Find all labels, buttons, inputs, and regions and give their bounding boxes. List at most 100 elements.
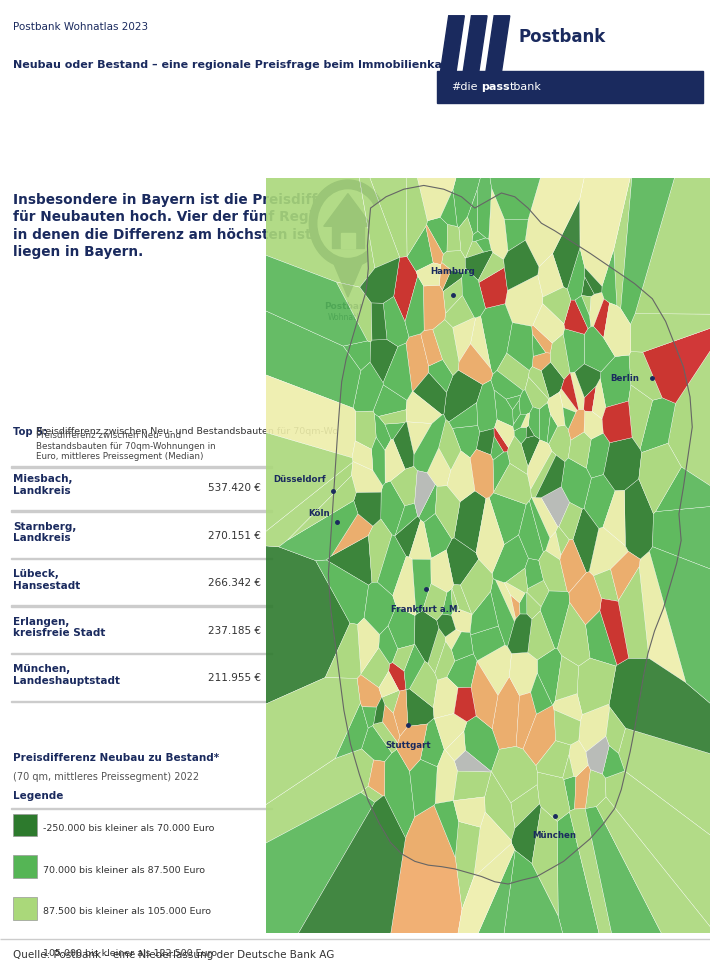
Polygon shape (563, 407, 576, 430)
Polygon shape (555, 656, 579, 701)
Polygon shape (326, 536, 372, 585)
Text: Hamburg: Hamburg (430, 267, 475, 276)
Polygon shape (273, 0, 407, 258)
Polygon shape (279, 501, 358, 561)
Polygon shape (394, 257, 417, 322)
Polygon shape (505, 275, 543, 327)
Text: Wo Bestandsimmobilien die größten
Preisvorteile bieten: Wo Bestandsimmobilien die größten Preisv… (13, 118, 426, 159)
Polygon shape (488, 189, 508, 260)
Polygon shape (621, 0, 710, 325)
Polygon shape (511, 804, 541, 863)
Polygon shape (435, 642, 454, 680)
Polygon shape (513, 400, 520, 425)
Polygon shape (625, 479, 653, 559)
Polygon shape (332, 514, 373, 556)
Polygon shape (447, 451, 475, 502)
Text: Wohnatlas: Wohnatlas (328, 313, 368, 323)
Text: 237.185 €: 237.185 € (208, 626, 261, 636)
Polygon shape (557, 603, 590, 666)
Polygon shape (393, 556, 416, 615)
Polygon shape (447, 538, 479, 585)
Polygon shape (391, 467, 417, 505)
Polygon shape (474, 812, 512, 878)
Polygon shape (382, 690, 400, 713)
Polygon shape (509, 652, 537, 696)
Polygon shape (602, 746, 625, 778)
Polygon shape (452, 632, 474, 661)
Polygon shape (471, 626, 505, 661)
Polygon shape (378, 410, 406, 424)
Polygon shape (455, 821, 480, 910)
Polygon shape (427, 218, 447, 255)
Polygon shape (486, 16, 510, 74)
Polygon shape (445, 844, 515, 972)
Polygon shape (435, 749, 457, 804)
Polygon shape (102, 200, 367, 346)
Polygon shape (491, 746, 537, 803)
Polygon shape (385, 423, 405, 439)
Polygon shape (434, 801, 459, 857)
Polygon shape (533, 303, 564, 343)
Polygon shape (604, 437, 642, 491)
Polygon shape (568, 433, 591, 469)
Polygon shape (447, 225, 461, 251)
Polygon shape (508, 614, 532, 653)
Polygon shape (520, 593, 527, 614)
Polygon shape (467, 190, 478, 234)
Text: Postbank: Postbank (324, 302, 371, 311)
Polygon shape (639, 551, 686, 682)
Text: Legende: Legende (13, 791, 64, 801)
Polygon shape (505, 220, 528, 251)
Polygon shape (454, 750, 491, 772)
Polygon shape (406, 392, 442, 424)
Text: 105.000 bis kleiner als 122.500 Euro: 105.000 bis kleiner als 122.500 Euro (43, 949, 217, 958)
Circle shape (318, 191, 378, 257)
Polygon shape (563, 329, 584, 372)
Polygon shape (527, 592, 541, 619)
Polygon shape (442, 251, 466, 273)
Text: Lübeck,
Hansestadt: Lübeck, Hansestadt (13, 569, 81, 591)
Polygon shape (549, 426, 571, 462)
Polygon shape (316, 560, 368, 624)
Polygon shape (452, 584, 471, 614)
Bar (11, 653, 272, 654)
Polygon shape (465, 250, 493, 280)
Polygon shape (410, 759, 437, 816)
Polygon shape (552, 199, 580, 289)
Polygon shape (454, 687, 476, 722)
Polygon shape (371, 303, 387, 340)
Polygon shape (217, 796, 405, 972)
Polygon shape (458, 344, 493, 385)
Polygon shape (443, 278, 462, 313)
Polygon shape (491, 436, 503, 460)
Polygon shape (506, 569, 528, 593)
Polygon shape (532, 807, 558, 916)
Polygon shape (373, 697, 385, 724)
Text: 270.151 €: 270.151 € (208, 531, 261, 540)
Bar (11, 510, 272, 511)
Polygon shape (510, 784, 540, 828)
Text: tbank: tbank (510, 82, 542, 92)
Polygon shape (0, 360, 353, 544)
Polygon shape (373, 385, 407, 416)
Polygon shape (414, 415, 446, 472)
Polygon shape (530, 674, 552, 714)
Polygon shape (477, 645, 511, 695)
Polygon shape (324, 193, 372, 226)
Polygon shape (584, 386, 596, 411)
Polygon shape (486, 0, 651, 220)
Polygon shape (521, 413, 530, 428)
Bar (342, 233, 354, 248)
Polygon shape (422, 583, 447, 620)
Polygon shape (437, 614, 456, 637)
Polygon shape (325, 0, 537, 221)
Polygon shape (393, 644, 414, 671)
Polygon shape (355, 411, 376, 449)
Polygon shape (640, 398, 675, 453)
Polygon shape (618, 567, 649, 658)
Polygon shape (504, 582, 525, 603)
Polygon shape (584, 474, 615, 529)
Polygon shape (542, 287, 571, 324)
Polygon shape (424, 285, 445, 330)
Bar (13, 814, 38, 837)
